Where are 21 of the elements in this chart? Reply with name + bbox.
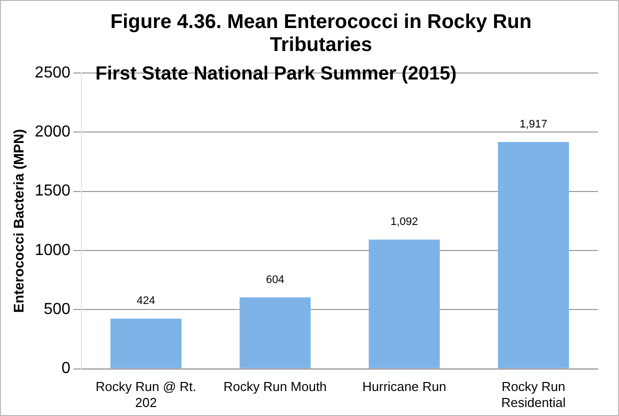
x-tick-label: Hurricane Run: [362, 379, 446, 394]
y-tick-label: 0: [61, 360, 70, 378]
bar: [110, 318, 182, 368]
y-axis-title: Enterococci Bacteria (MPN): [10, 129, 26, 313]
y-tick-label: 1500: [34, 182, 70, 200]
bar: [498, 142, 569, 368]
data-label: 604: [266, 274, 284, 286]
chart-subtitle: First State National Park Summer (2015): [95, 64, 457, 85]
data-label: 1,917: [520, 118, 548, 131]
y-tick-label: 500: [44, 301, 70, 318]
y-tick-label: 2500: [34, 64, 70, 82]
data-label: 424: [136, 295, 156, 308]
chart-title: Figure 4.36. Mean Enterococci in Rocky Run Tributaries: [109, 11, 533, 57]
x-tick-label: Rocky Run @ Rt. 202: [96, 379, 196, 410]
bar: [368, 240, 440, 368]
y-tick-label: 1000: [34, 242, 70, 259]
x-tick-label: Rocky Run Mouth: [223, 379, 327, 394]
x-tick-label: Rocky Run Residential: [501, 379, 566, 410]
bar: [240, 297, 311, 368]
data-label: 1,092: [390, 216, 418, 228]
y-tick-label: 2000: [34, 124, 70, 141]
